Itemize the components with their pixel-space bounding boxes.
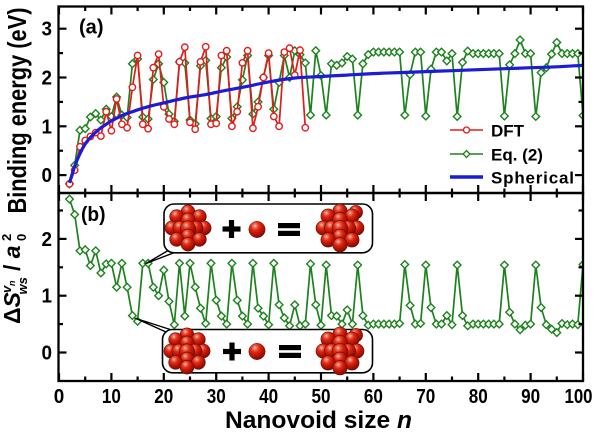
svg-text:0: 0: [42, 343, 53, 365]
svg-text:70: 70: [416, 386, 435, 408]
svg-text:1: 1: [42, 286, 53, 308]
svg-text:2: 2: [42, 229, 53, 251]
svg-text:80: 80: [469, 386, 488, 408]
svg-text:40: 40: [259, 386, 278, 408]
svg-text:2: 2: [42, 68, 53, 90]
svg-text:60: 60: [364, 386, 383, 408]
svg-text:n: n: [7, 280, 17, 286]
svg-text:Nanovoid size n: Nanovoid size n: [225, 407, 412, 434]
svg-text:ws: ws: [15, 277, 30, 294]
svg-text:/ a: / a: [0, 245, 25, 271]
svg-text:Spherical: Spherical: [491, 169, 575, 188]
svg-text:Binding energy (eV): Binding energy (eV): [2, 8, 32, 214]
svg-text:90: 90: [521, 386, 540, 408]
svg-text:0: 0: [14, 234, 29, 241]
svg-text:0: 0: [54, 386, 65, 408]
svg-text:Eq. (2): Eq. (2): [491, 146, 543, 165]
svg-text:1: 1: [42, 116, 53, 138]
svg-text:(a): (a): [79, 17, 104, 39]
svg-text:2: 2: [0, 234, 14, 241]
svg-text:20: 20: [154, 386, 173, 408]
svg-text:30: 30: [207, 386, 226, 408]
svg-text:50: 50: [312, 386, 331, 408]
svg-text:0: 0: [42, 165, 53, 187]
svg-text:3: 3: [42, 19, 53, 41]
svg-text:ΔS: ΔS: [0, 291, 25, 324]
svg-text:10: 10: [102, 386, 121, 408]
svg-text:v: v: [0, 285, 14, 293]
svg-text:(b): (b): [81, 204, 106, 226]
svg-text:DFT: DFT: [491, 122, 525, 141]
svg-text:100: 100: [565, 386, 593, 408]
